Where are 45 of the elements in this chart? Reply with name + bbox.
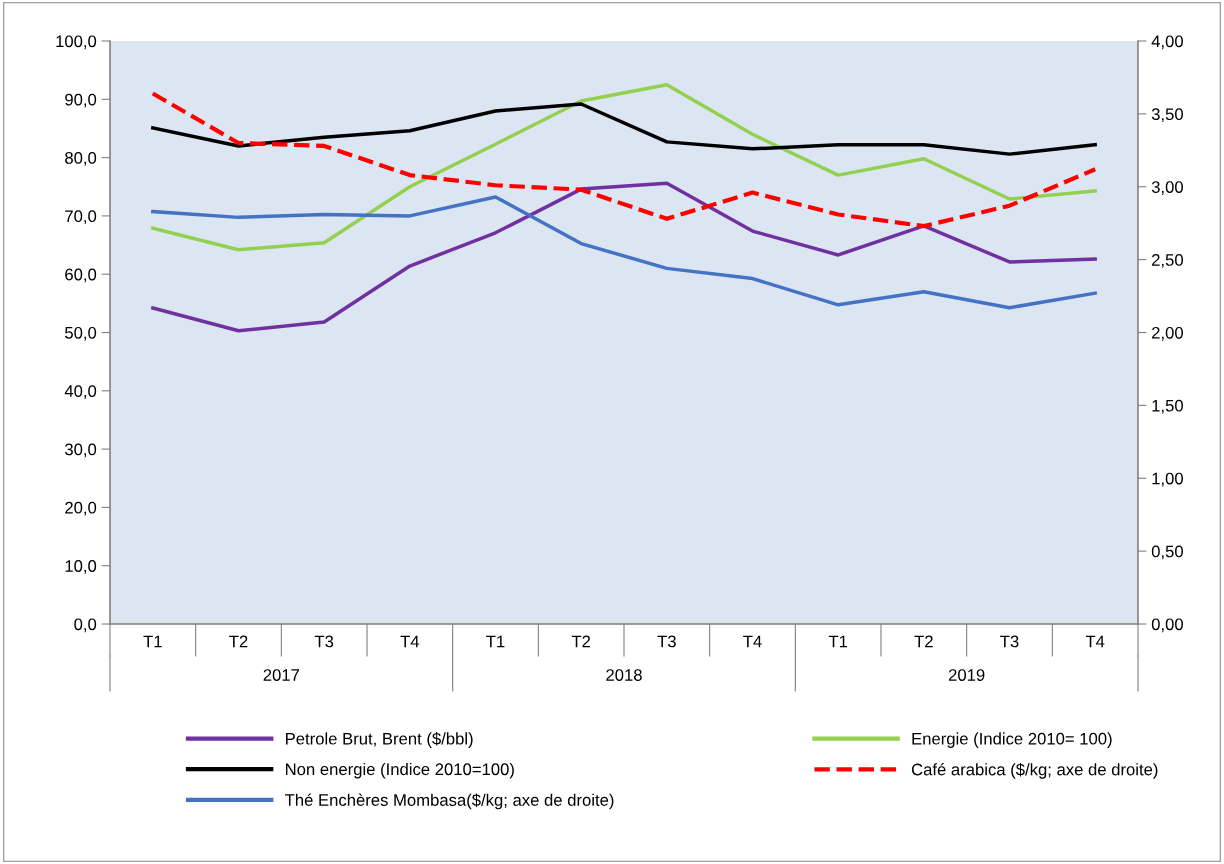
legend-label: Café arabica ($/kg; axe de droite) [911, 762, 1158, 779]
x-tick-label: T2 [914, 635, 933, 648]
y2-tick-label: 4,00 [1151, 35, 1183, 50]
y-tick-label: 70,0 [65, 210, 97, 225]
y2-tick-label: 2,50 [1152, 254, 1183, 268]
y2-tick-label: 1,50 [1152, 399, 1183, 414]
text: 2019 [948, 669, 985, 681]
x-tick-label: T3 [314, 635, 334, 648]
y2-tick-label: 0,50 [1151, 545, 1183, 560]
line-series [151, 181, 1097, 333]
line-series [151, 102, 1097, 156]
x-tick-label: T4 [400, 635, 420, 648]
y-tick-label: 60,0 [65, 268, 97, 283]
y-tick-label: 40,0 [64, 385, 97, 399]
y-tick-label: 0,0 [74, 618, 97, 633]
line-series [151, 195, 1097, 310]
text: 2017 [263, 669, 300, 681]
x-tick-label: T4 [1085, 635, 1105, 648]
x-tick-label: T1 [486, 635, 505, 648]
y2-tick-label: 1,00 [1152, 472, 1183, 487]
y-tick-label: 90,0 [65, 93, 97, 108]
text: 2018 [606, 669, 642, 681]
legend-label: Petrole Brut, Brent ($/bbl) [286, 732, 473, 748]
x-tick-label: T4 [743, 635, 762, 648]
line-series [150, 91, 1098, 229]
x-tick-label: T1 [828, 635, 848, 648]
x-tick-label: T2 [571, 635, 591, 648]
y2-tick-label: 2,00 [1152, 326, 1183, 341]
y-tick-label: 20,0 [65, 501, 97, 516]
y-tick-label: 80,0 [65, 152, 97, 166]
y2-tick-label: 3,50 [1151, 108, 1183, 123]
y-tick-label: 50,0 [65, 326, 97, 341]
y-tick-label: 100,0 [56, 35, 97, 50]
x-tick-label: T2 [229, 635, 248, 648]
y2-tick-label: 0,00 [1151, 618, 1183, 633]
x-tick-label: T3 [657, 635, 676, 648]
legend-label: Energie (Indice 2010= 100) [912, 732, 1112, 748]
x-tick-label: T1 [143, 635, 162, 648]
line-series [151, 82, 1097, 252]
y-tick-label: 30,0 [65, 443, 97, 458]
legend-label: Non energie (Indice 2010=100) [286, 762, 514, 779]
x-tick-label: T3 [1000, 635, 1019, 648]
y2-tick-label: 3,00 [1151, 181, 1183, 195]
y-tick-label: 10,0 [65, 560, 97, 574]
legend-label: Thé Enchères Mombasa($/kg; axe de droite) [285, 793, 614, 810]
